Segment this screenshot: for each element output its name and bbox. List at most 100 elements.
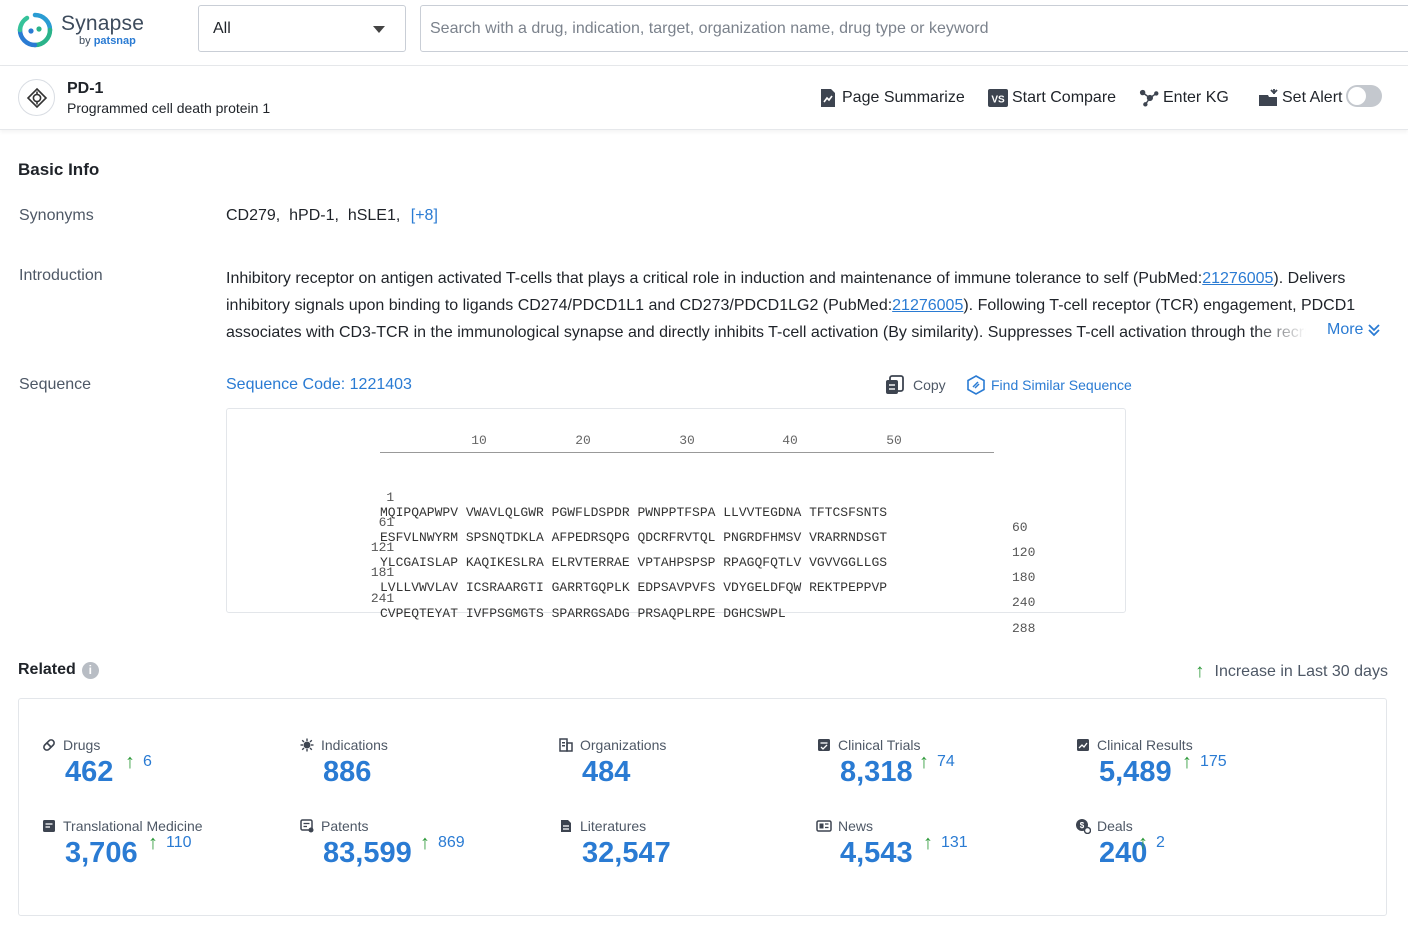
page-summarize-button[interactable]: Page Summarize — [818, 87, 965, 109]
start-compare-button[interactable]: VS Start Compare — [988, 87, 1116, 109]
ruler-tick: 10 — [459, 433, 499, 448]
stat-label: Organizations — [580, 737, 666, 753]
intro-more-button[interactable]: More — [1327, 321, 1382, 339]
ruler-tick: 50 — [874, 433, 914, 448]
synonym-item: hSLE1, — [348, 207, 400, 224]
stat-value: 3,706 — [65, 837, 138, 870]
arrow-up-icon: ↑ — [1182, 752, 1192, 772]
stat-label: Drugs — [63, 737, 100, 753]
stat-patents[interactable]: Patents 83,599 ↑869 — [299, 818, 539, 888]
stat-label: Literatures — [580, 818, 646, 834]
stat-increase: ↑2 — [1138, 833, 1165, 853]
stat-increase: ↑74 — [919, 752, 955, 772]
target-crosshair-icon — [26, 87, 48, 109]
synonym-item: CD279, — [226, 207, 280, 224]
row-end: 120 — [1012, 545, 1035, 560]
arrow-up-icon: ↑ — [148, 833, 158, 853]
page-summarize-label: Page Summarize — [842, 89, 965, 107]
stat-value: 5,489 — [1099, 756, 1172, 789]
compare-vs-icon: VS — [988, 88, 1008, 108]
search-scope-value: All — [213, 20, 231, 38]
sequence-viewer: 10 20 30 40 50 1 MQIPQAPWPV VWAVLQLGWR P… — [226, 408, 1126, 613]
search-input[interactable] — [430, 6, 1390, 51]
synonyms-more-link[interactable]: [+8] — [411, 207, 438, 224]
stat-value: 4,543 — [840, 837, 913, 870]
target-icon — [18, 79, 55, 116]
stat-value: 484 — [582, 756, 630, 789]
arrow-up-icon: ↑ — [1195, 661, 1205, 683]
search-box[interactable] — [420, 5, 1408, 52]
row-residues: ESFVLNWYRM SPSNQTDKLA AFPEDRSQPG QDCRFRV… — [380, 530, 887, 545]
introduction-text: Inhibitory receptor on antigen activated… — [226, 265, 1386, 349]
stat-value: 886 — [323, 756, 371, 789]
row-residues: MQIPQAPWPV VWAVLQLGWR PGWFLDSPDR PWNPPTF… — [380, 505, 887, 520]
stat-indications[interactable]: Indications 886 — [299, 737, 539, 807]
pubmed-link[interactable]: 21276005 — [892, 297, 963, 314]
enter-kg-button[interactable]: Enter KG — [1139, 87, 1229, 109]
synonyms-label: Synonyms — [19, 207, 94, 225]
stat-increase: ↑131 — [923, 833, 968, 853]
stat-drugs[interactable]: Drugs 462 ↑6 — [41, 737, 281, 807]
sequence-code-link[interactable]: Sequence Code: 1221403 — [226, 376, 412, 394]
start-compare-label: Start Compare — [1012, 89, 1116, 107]
stat-label: News — [838, 818, 873, 834]
arrow-up-icon: ↑ — [923, 833, 933, 853]
chart-doc-icon — [1075, 737, 1091, 753]
copy-icon — [885, 375, 905, 395]
knowledge-graph-icon — [1139, 88, 1159, 108]
stat-clinical-trials[interactable]: Clinical Trials 8,318 ↑74 — [816, 737, 1056, 807]
building-icon — [558, 737, 574, 753]
row-start: 181 — [258, 565, 394, 580]
brand-by: by patsnap — [79, 35, 136, 47]
ruler-tick: 30 — [667, 433, 707, 448]
row-start: 61 — [258, 515, 394, 530]
synonym-item: hPD-1, — [289, 207, 339, 224]
doc-icon — [41, 818, 57, 834]
basic-info-title: Basic Info — [18, 160, 99, 180]
synapse-logo[interactable]: Synapse by patsnap — [17, 12, 142, 50]
stat-organizations[interactable]: Organizations 484 — [558, 737, 798, 807]
sequence-ruler — [380, 452, 994, 453]
legend-label: Increase in Last 30 days — [1215, 663, 1388, 681]
more-label: More — [1327, 321, 1363, 339]
row-end: 180 — [1012, 570, 1035, 585]
sequence-label: Sequence — [19, 376, 91, 394]
target-name: PD-1 — [67, 80, 103, 98]
svg-text:VS: VS — [991, 95, 1005, 106]
stat-value: 8,318 — [840, 756, 913, 789]
target-header: PD-1 Programmed cell death protein 1 Pag… — [0, 66, 1408, 130]
stat-increase: ↑110 — [148, 833, 192, 853]
pubmed-link[interactable]: 21276005 — [1202, 270, 1273, 287]
set-alert-button[interactable]: Set Alert — [1258, 87, 1342, 109]
info-icon[interactable]: i — [82, 662, 99, 679]
double-chevron-down-icon — [1366, 322, 1382, 338]
set-alert-label: Set Alert — [1282, 89, 1342, 107]
stat-increase: ↑869 — [420, 833, 465, 853]
row-residues: CVPEQTEYAT IVFPSGMGTS SPARRGSADG PRSAQPL… — [380, 606, 786, 621]
arrow-up-icon: ↑ — [125, 752, 135, 772]
stat-increase: ↑175 — [1182, 752, 1227, 772]
top-bar: Synapse by patsnap All — [0, 0, 1408, 66]
copy-sequence-button[interactable]: Copy — [885, 375, 946, 395]
stat-value: 32,547 — [582, 837, 671, 870]
find-similar-sequence-button[interactable]: Find Similar Sequence — [966, 375, 1132, 395]
svg-text:$: $ — [1080, 821, 1085, 830]
introduction-label: Introduction — [19, 267, 103, 285]
stat-news[interactable]: News 4,543 ↑131 — [816, 818, 1056, 888]
news-icon — [816, 818, 832, 834]
stat-value: 462 — [65, 756, 113, 789]
stat-value: 83,599 — [323, 837, 412, 870]
stat-translational-medicine[interactable]: Translational Medicine 3,706 ↑110 — [41, 818, 281, 888]
sequence-row: 181 LVLLVWVLAV ICSRAARGTI GARRTGQPLK EDP… — [227, 550, 258, 568]
stat-literatures[interactable]: Literatures 32,547 — [558, 818, 798, 888]
stat-deals[interactable]: $ Deals 240 ↑2 — [1075, 818, 1315, 888]
arrow-up-icon: ↑ — [420, 833, 430, 853]
virus-icon — [299, 737, 315, 753]
deal-icon: $ — [1075, 818, 1091, 834]
arrow-up-icon: ↑ — [919, 752, 929, 772]
stat-clinical-results[interactable]: Clinical Results 5,489 ↑175 — [1075, 737, 1315, 807]
set-alert-toggle[interactable] — [1346, 85, 1382, 107]
stat-label: Patents — [321, 818, 368, 834]
search-scope-select[interactable]: All — [198, 5, 406, 52]
increase-legend: ↑ Increase in Last 30 days — [1195, 661, 1388, 683]
